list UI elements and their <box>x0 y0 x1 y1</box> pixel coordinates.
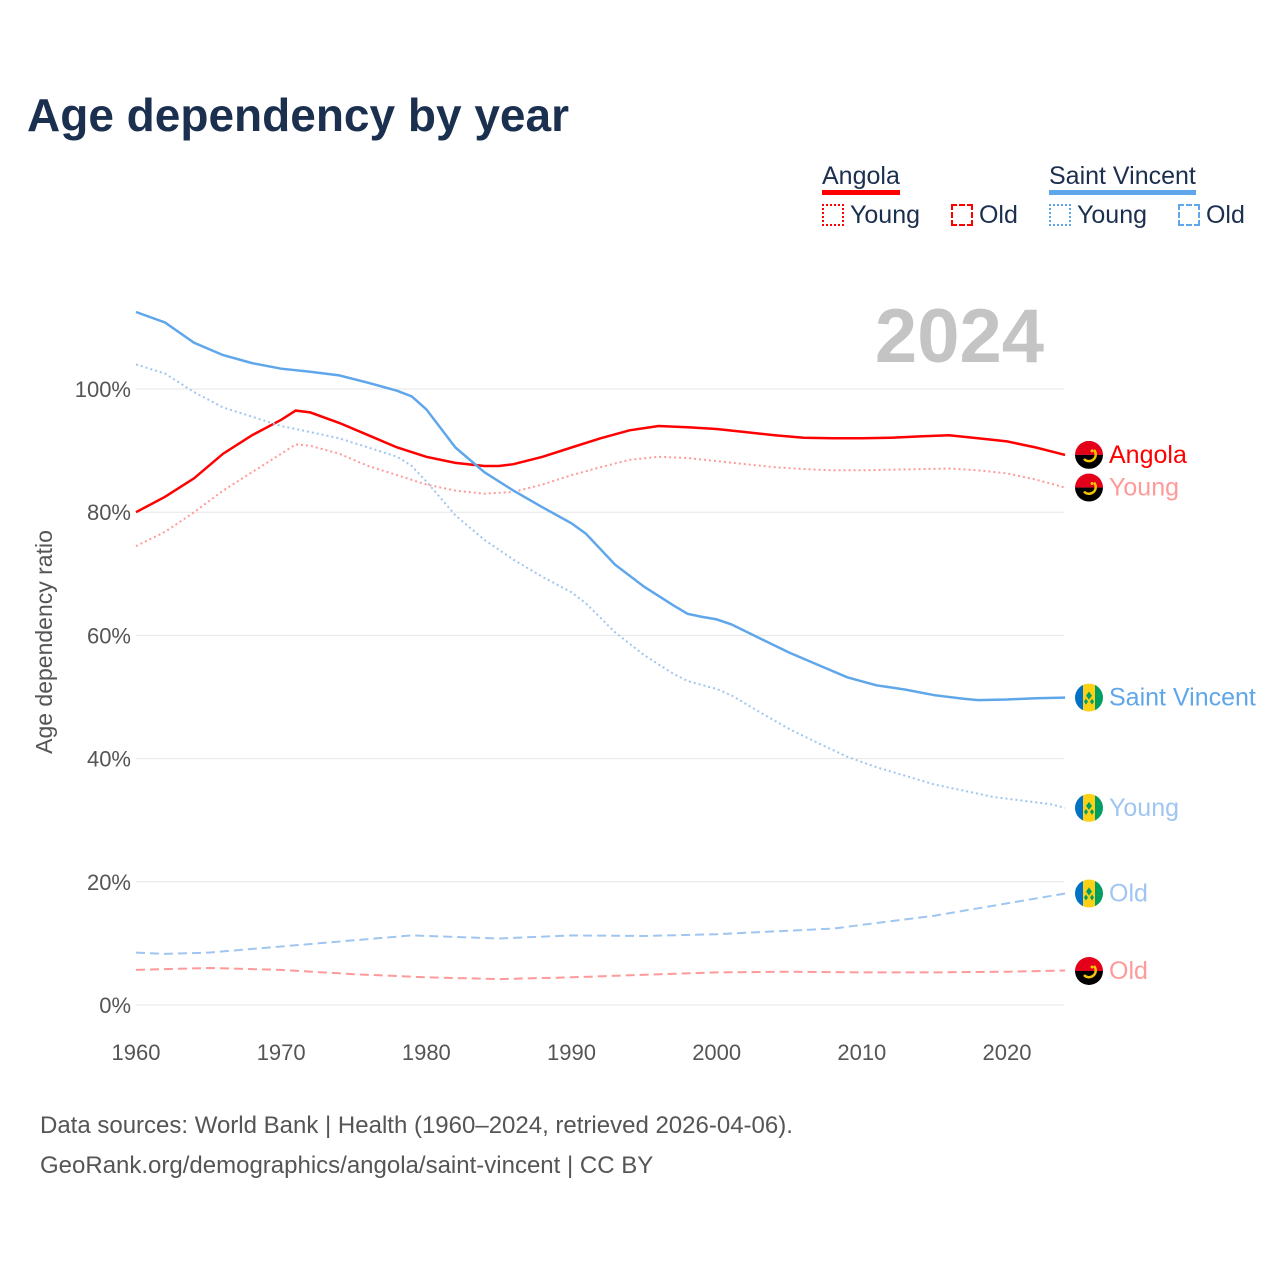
legend-label: Old <box>978 201 1018 229</box>
x-tick-label: 1970 <box>257 1040 306 1065</box>
x-tick-label: 1980 <box>402 1040 451 1065</box>
legend-label: Old <box>1205 201 1245 229</box>
dashed-swatch-icon <box>950 204 973 226</box>
end-label: Saint Vincent <box>1109 684 1256 712</box>
dotted-swatch-icon <box>822 204 844 226</box>
legend-group-saint-vincent: Saint Vincent Young Old <box>1049 162 1245 230</box>
x-tick-label: 2000 <box>692 1040 741 1065</box>
series-line-angola <box>135 409 1066 514</box>
x-tick-label: 2010 <box>837 1040 886 1065</box>
angola-flag-icon <box>1075 440 1103 469</box>
end-label: Angola <box>1109 441 1187 469</box>
series-line-saint-vincent <box>135 310 1066 702</box>
end-label: Old <box>1109 957 1148 985</box>
angola-flag-icon <box>1075 957 1103 985</box>
series-line-angola-old <box>135 966 1066 981</box>
x-tick-label: 2020 <box>983 1040 1032 1065</box>
end-label: Young <box>1109 474 1179 502</box>
y-tick-label: 100% <box>75 377 131 402</box>
end-label: Young <box>1109 794 1179 822</box>
legend-header-angola: Angola <box>822 162 900 195</box>
dashed-swatch-icon <box>1177 204 1200 226</box>
dotted-swatch-icon <box>1049 204 1071 226</box>
series-line-angola-young <box>135 443 1066 547</box>
saint-vincent-flag-icon <box>1075 793 1103 822</box>
legend-group-angola: Angola Young Old <box>822 162 1018 230</box>
year-label: 2024 <box>875 294 1044 379</box>
legend-header-saint-vincent: Saint Vincent <box>1049 162 1196 195</box>
y-tick-label: 20% <box>87 870 131 895</box>
saint-vincent-flag-icon <box>1075 683 1103 712</box>
legend-item-angola-young[interactable]: Young <box>822 201 920 229</box>
x-tick-label: 1960 <box>112 1040 161 1065</box>
y-tick-label: 60% <box>87 623 131 648</box>
y-tick-label: 0% <box>99 993 131 1018</box>
source-line-2[interactable]: GeoRank.org/demographics/angola/saint-vi… <box>40 1152 654 1179</box>
legend-item-angola-old[interactable]: Old <box>950 201 1018 229</box>
y-axis-label: Age dependency ratio <box>31 530 57 754</box>
legend-label: Young <box>1077 201 1147 229</box>
legend-item-saint-vincent-old[interactable]: Old <box>1177 201 1245 229</box>
series-line-saint-vincent-old <box>135 892 1066 955</box>
legend-label: Young <box>850 201 920 229</box>
saint-vincent-flag-icon <box>1075 879 1103 908</box>
x-tick-label: 1990 <box>547 1040 596 1065</box>
angola-flag-icon <box>1075 473 1103 502</box>
source-note: Data sources: World Bank | Health (1960–… <box>40 1106 793 1186</box>
y-tick-label: 80% <box>87 500 131 525</box>
legend-item-saint-vincent-young[interactable]: Young <box>1049 201 1147 229</box>
y-tick-label: 40% <box>87 747 131 772</box>
series-line-saint-vincent-young <box>135 363 1066 809</box>
source-line-1: Data sources: World Bank | Health (1960–… <box>40 1112 793 1139</box>
chart-title: Age dependency by year <box>27 89 569 141</box>
end-label: Old <box>1109 880 1148 908</box>
